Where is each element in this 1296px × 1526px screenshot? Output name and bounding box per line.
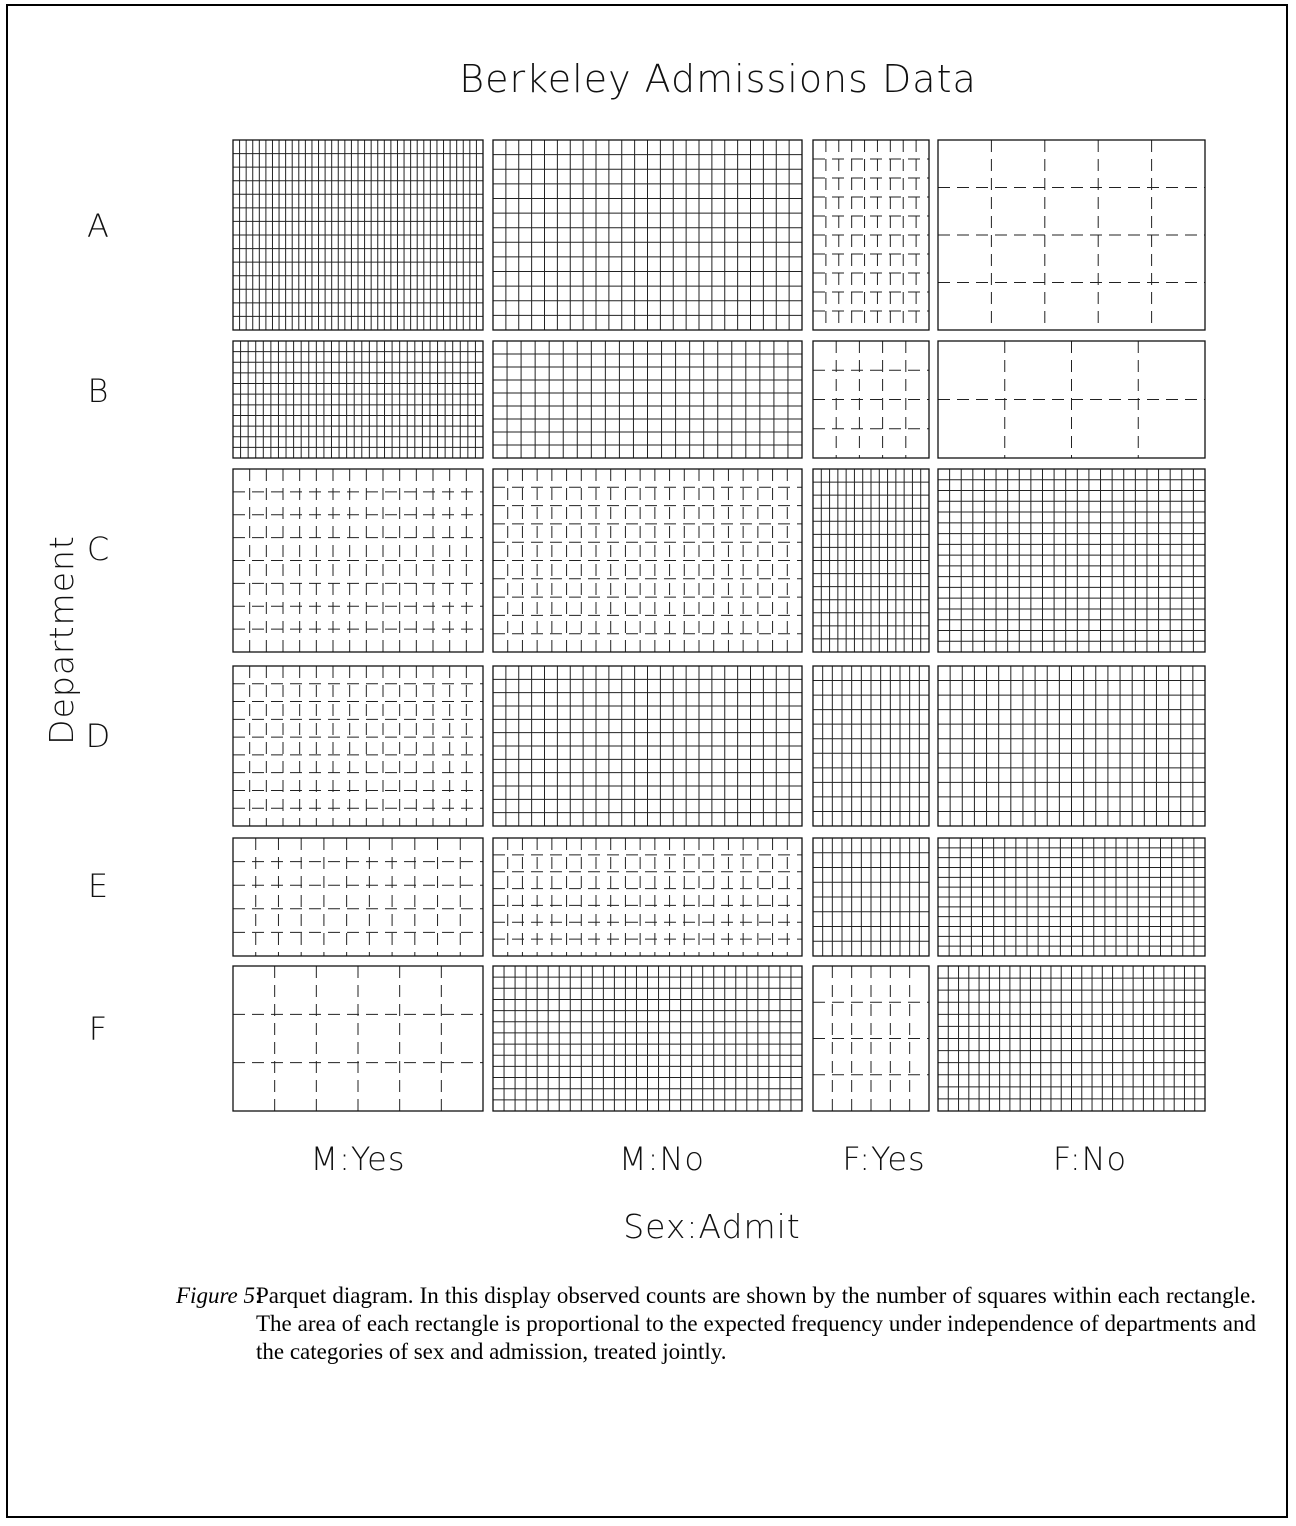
- row-label-f: F: [89, 1010, 107, 1048]
- cell-border: [232, 665, 484, 827]
- cell-border: [937, 340, 1206, 459]
- row-label-e: E: [88, 867, 108, 905]
- cell-f-f-no: [937, 965, 1206, 1112]
- cell-border: [232, 340, 484, 459]
- y-axis-label: Department: [42, 535, 81, 745]
- cell-a-f-no: [937, 139, 1206, 331]
- cell-e-m-yes: [232, 837, 484, 957]
- caption-text: Parquet diagram. In this display observe…: [256, 1283, 1256, 1364]
- cell-c-f-no: [937, 468, 1206, 653]
- cell-a-m-no: [492, 139, 803, 331]
- cell-d-m-yes: [232, 665, 484, 827]
- cell-border: [492, 837, 803, 957]
- cell-border: [492, 340, 803, 459]
- cell-border: [492, 139, 803, 331]
- cell-border: [812, 340, 930, 459]
- cell-border: [937, 965, 1206, 1112]
- cell-d-f-yes: [812, 665, 930, 827]
- row-labels: A B C D E F: [86, 207, 111, 1048]
- cell-border: [232, 468, 484, 653]
- row-label-b: B: [88, 372, 109, 410]
- cell-border: [232, 965, 484, 1112]
- figure-caption: Figure 5: Parquet diagram. In this displ…: [176, 1282, 1256, 1366]
- cell-b-f-yes: [812, 340, 930, 459]
- cell-c-f-yes: [812, 468, 930, 653]
- row-label-c: C: [87, 530, 109, 568]
- column-label-m-no: M:No: [619, 1140, 705, 1178]
- cell-c-m-yes: [232, 468, 484, 653]
- cell-border: [812, 837, 930, 957]
- parquet-chart: Berkeley Admissions Data Sex:Admit Depar…: [42, 57, 1206, 1246]
- cell-border: [937, 468, 1206, 653]
- caption-colon: :: [255, 1283, 262, 1308]
- cell-border: [812, 965, 930, 1112]
- column-label-f-yes: F:Yes: [842, 1140, 925, 1178]
- caption-label-text: Figure 5: [176, 1283, 255, 1308]
- cell-d-f-no: [937, 665, 1206, 827]
- cell-border: [492, 965, 803, 1112]
- column-label-m-yes: M:Yes: [310, 1140, 405, 1178]
- cell-border: [937, 837, 1206, 957]
- figure-frame: [6, 4, 1288, 1518]
- cell-border: [937, 665, 1206, 827]
- cell-border: [492, 665, 803, 827]
- cell-f-m-no: [492, 965, 803, 1112]
- cell-c-m-no: [492, 468, 803, 653]
- cell-border: [492, 468, 803, 653]
- cell-border: [937, 139, 1206, 331]
- cell-b-f-no: [937, 340, 1206, 459]
- cell-border: [232, 139, 484, 331]
- cell-border: [812, 468, 930, 653]
- cell-border: [232, 837, 484, 957]
- row-label-a: A: [87, 207, 109, 245]
- cell-f-m-yes: [232, 965, 484, 1112]
- x-axis-label: Sex:Admit: [623, 1207, 801, 1246]
- row-label-d: D: [86, 717, 111, 755]
- cell-b-m-yes: [232, 340, 484, 459]
- cell-a-f-yes: [812, 139, 930, 331]
- cell-a-m-yes: [232, 139, 484, 331]
- cell-e-f-yes: [812, 837, 930, 957]
- column-labels: M:Yes M:No F:Yes F:No: [310, 1140, 1127, 1178]
- cell-e-m-no: [492, 837, 803, 957]
- cell-b-m-no: [492, 340, 803, 459]
- cells-layer: [232, 139, 1206, 1112]
- cell-e-f-no: [937, 837, 1206, 957]
- caption-label: Figure 5:: [176, 1282, 261, 1310]
- chart-title: Berkeley Admissions Data: [459, 57, 977, 101]
- column-label-f-no: F:No: [1053, 1140, 1127, 1178]
- cell-f-f-yes: [812, 965, 930, 1112]
- cell-border: [812, 139, 930, 331]
- cell-d-m-no: [492, 665, 803, 827]
- cell-border: [812, 665, 930, 827]
